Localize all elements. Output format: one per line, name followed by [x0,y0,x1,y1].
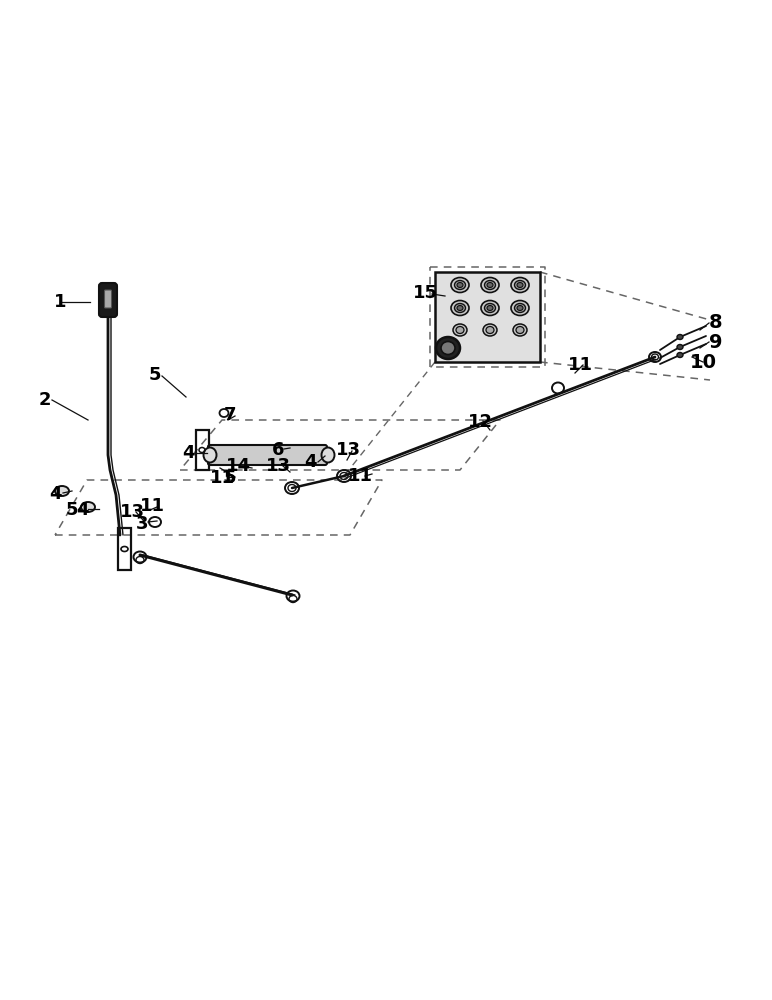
Ellipse shape [451,277,469,292]
Text: 4: 4 [303,453,317,471]
Text: 4: 4 [76,501,88,519]
Text: 9: 9 [709,332,723,352]
Ellipse shape [511,300,529,316]
Ellipse shape [514,304,526,312]
Text: 11: 11 [209,469,235,487]
Ellipse shape [453,324,467,336]
Text: 11: 11 [140,497,164,515]
Text: 7: 7 [224,406,236,424]
Ellipse shape [451,300,469,316]
Text: 5: 5 [66,501,78,519]
Ellipse shape [513,324,527,336]
Ellipse shape [457,306,463,310]
Text: 10: 10 [689,353,716,371]
Text: 6: 6 [272,441,284,459]
FancyBboxPatch shape [104,290,111,308]
Ellipse shape [456,326,464,334]
Ellipse shape [517,306,523,310]
Ellipse shape [481,277,499,292]
Text: 2: 2 [39,391,51,409]
Ellipse shape [511,277,529,292]
Text: 5: 5 [149,366,161,384]
Ellipse shape [485,304,496,312]
Ellipse shape [483,324,497,336]
Text: 4: 4 [49,485,61,503]
Ellipse shape [455,280,466,290]
Ellipse shape [481,300,499,316]
Text: 14: 14 [225,457,250,475]
Ellipse shape [677,334,683,340]
Ellipse shape [677,353,683,358]
Ellipse shape [455,304,466,312]
Text: 12: 12 [468,413,493,431]
Ellipse shape [204,448,216,462]
Ellipse shape [457,282,463,288]
Bar [196,430,209,470]
Text: 11: 11 [347,467,373,485]
Ellipse shape [486,326,494,334]
Text: 4: 4 [181,444,195,462]
FancyBboxPatch shape [435,272,540,362]
Ellipse shape [487,282,493,288]
Text: 5: 5 [224,469,236,487]
Ellipse shape [81,502,95,512]
Bar [118,528,131,570]
Ellipse shape [517,282,523,288]
Ellipse shape [441,342,455,355]
Ellipse shape [436,337,460,359]
Text: 1: 1 [54,293,66,311]
Ellipse shape [55,486,69,496]
Ellipse shape [321,448,334,462]
Ellipse shape [485,280,496,290]
Ellipse shape [514,280,526,290]
FancyBboxPatch shape [99,283,117,317]
Ellipse shape [487,306,493,310]
Text: 13: 13 [120,503,144,521]
Ellipse shape [516,326,524,334]
Text: 3: 3 [136,515,148,533]
Text: 11: 11 [567,356,592,374]
Text: 13: 13 [266,457,290,475]
Text: 13: 13 [336,441,361,459]
Text: 15: 15 [412,284,438,302]
FancyBboxPatch shape [208,445,327,465]
Text: 8: 8 [709,312,723,332]
Ellipse shape [677,344,683,350]
